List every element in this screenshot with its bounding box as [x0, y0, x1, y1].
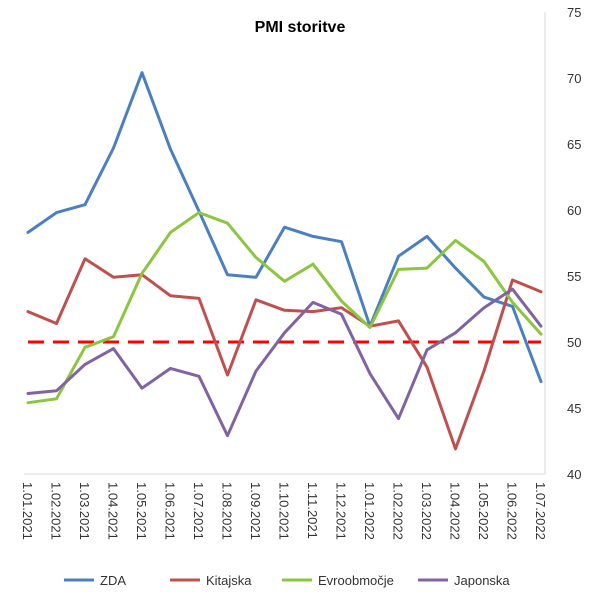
x-tick-label: 1.07.2022	[533, 482, 548, 540]
x-tick-label: 1.07.2021	[191, 482, 206, 540]
y-tick-label: 60	[567, 203, 581, 218]
legend-label: Kitajska	[206, 573, 252, 588]
series-lines	[26, 71, 543, 451]
x-tick-label: 1.05.2022	[476, 482, 491, 540]
x-tick-label: 1.06.2022	[505, 482, 520, 540]
x-tick-label: 1.01.2021	[20, 482, 35, 540]
chart-title: PMI storitve	[255, 19, 346, 36]
legend-label: Japonska	[454, 573, 510, 588]
x-tick-label: 1.08.2021	[220, 482, 235, 540]
series-line-evroobmočje	[26, 211, 543, 405]
y-axis-ticks: 40 45 50 55 60 65 70 75	[567, 5, 581, 482]
x-tick-label: 1.01.2022	[362, 482, 377, 540]
plot-frame	[24, 12, 546, 475]
y-tick-label: 75	[567, 5, 581, 20]
x-tick-label: 1.10.2021	[277, 482, 292, 540]
series-line-japonska	[26, 287, 543, 438]
x-axis-ticks: 1.01.2021 1.02.2021 1.03.2021 1.04.2021 1.05…	[20, 482, 548, 540]
x-tick-label: 1.12.2021	[334, 482, 349, 540]
x-tick-label: 1.04.2021	[106, 482, 121, 540]
x-tick-label: 1.04.2022	[448, 482, 463, 540]
y-tick-label: 40	[567, 467, 581, 482]
legend: ZDA Kitajska Evroobmočje Japonska	[64, 573, 510, 588]
legend-label: Evroobmočje	[318, 573, 394, 588]
x-tick-label: 1.06.2021	[163, 482, 178, 540]
x-tick-label: 1.09.2021	[248, 482, 263, 540]
y-tick-label: 55	[567, 269, 581, 284]
x-tick-label: 1.11.2021	[305, 482, 320, 539]
y-tick-label: 50	[567, 335, 581, 350]
x-tick-label: 1.05.2021	[134, 482, 149, 540]
y-tick-label: 70	[567, 71, 581, 86]
x-tick-label: 1.02.2021	[49, 482, 64, 540]
y-tick-label: 65	[567, 137, 581, 152]
series-line-kitajska	[26, 257, 543, 451]
x-tick-label: 1.03.2021	[77, 482, 92, 540]
y-tick-label: 45	[567, 401, 581, 416]
series-line-zda	[26, 71, 543, 384]
legend-label: ZDA	[100, 573, 126, 588]
x-tick-label: 1.03.2022	[419, 482, 434, 540]
x-tick-label: 1.02.2022	[391, 482, 406, 540]
